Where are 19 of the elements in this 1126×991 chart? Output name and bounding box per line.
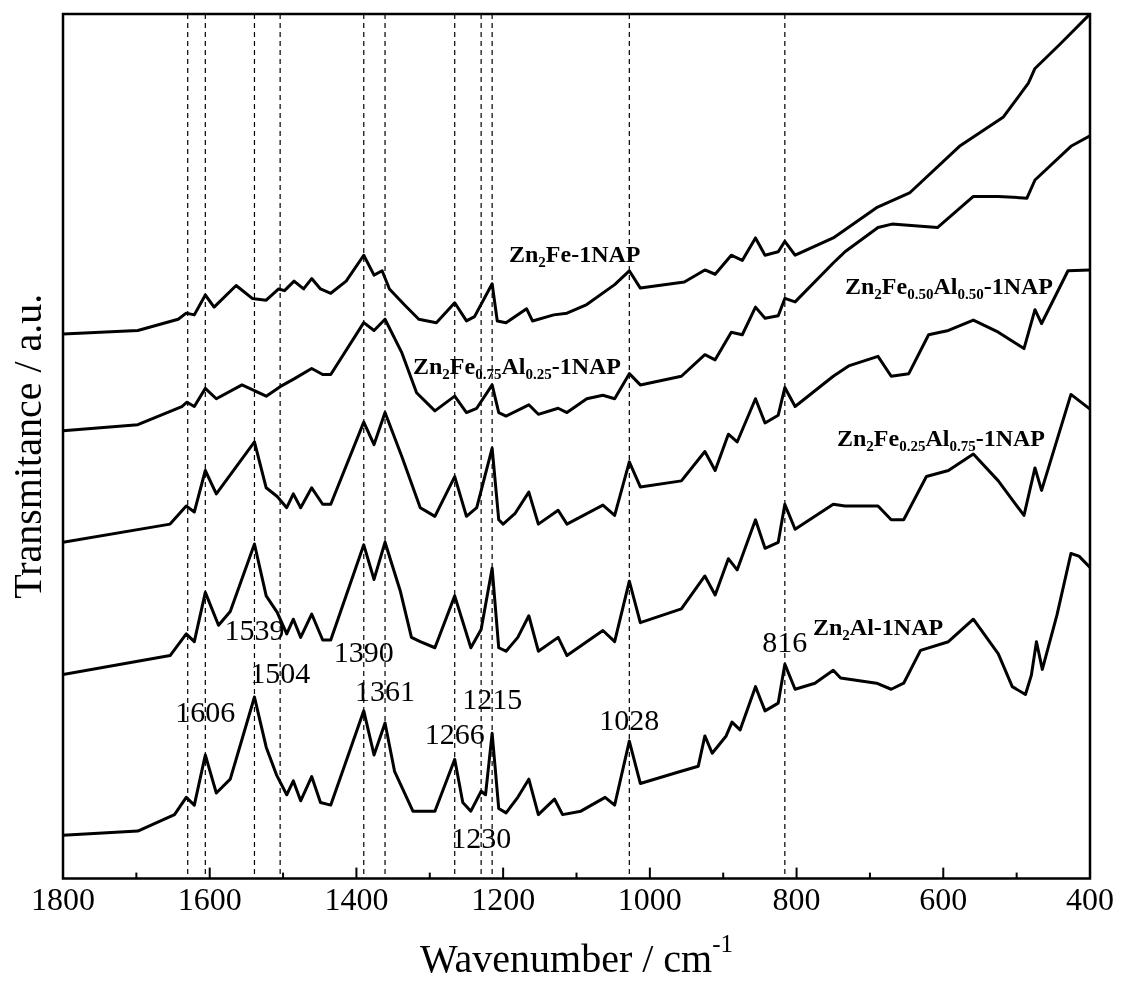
annotation: 1390: [333, 634, 394, 668]
x-tick-label: 1600: [177, 881, 242, 918]
x-tick-label: 600: [919, 881, 968, 918]
annotation: 1028: [599, 702, 660, 736]
annotation: 1504: [250, 656, 311, 690]
x-tick-label: 1400: [324, 881, 389, 918]
annotation: 1361: [355, 673, 416, 707]
x-tick-label: 1800: [31, 881, 95, 918]
annotation: 1215: [462, 682, 523, 716]
annotation: 1266: [424, 716, 485, 750]
annotation: 1230: [451, 820, 512, 854]
annotation: 816: [762, 625, 808, 659]
y-axis-title: Transmitance / a.u.: [4, 293, 50, 599]
x-tick-label: 800: [772, 881, 821, 918]
x-tick-label: 1000: [617, 881, 682, 918]
annotation: 1539: [224, 613, 285, 647]
x-tick-label: 1200: [471, 881, 536, 918]
x-tick-label: 400: [1066, 881, 1114, 918]
annotation: 1606: [175, 695, 236, 729]
